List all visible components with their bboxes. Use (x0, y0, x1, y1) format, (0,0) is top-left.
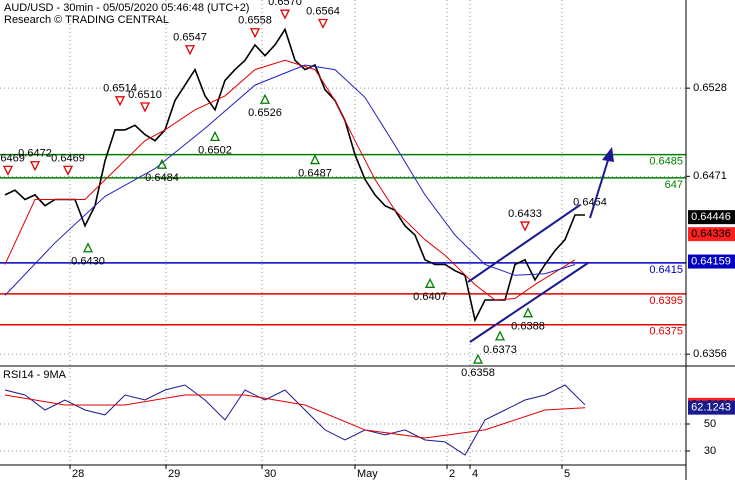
last-value-box (688, 254, 735, 269)
x-tick-label: 29 (168, 468, 180, 480)
low-label: 0.6502 (198, 144, 232, 156)
last-value-box (688, 227, 735, 242)
low-label: 0.6484 (145, 172, 179, 184)
indicator-line (4, 59, 576, 301)
low-label: 0.6388 (511, 321, 545, 333)
last-value-box (688, 210, 735, 225)
x-tick-label: 30 (264, 468, 276, 480)
high-label: 0.6472 (18, 148, 52, 160)
high-marker (184, 45, 196, 56)
last-value-label: 0.64336 (691, 228, 731, 240)
price-line (4, 384, 586, 456)
high-marker (114, 96, 126, 107)
arrow-head (602, 147, 614, 162)
target-arrow (589, 156, 610, 219)
low-marker (309, 154, 321, 165)
level-label: 0.6375 (649, 326, 683, 338)
low-label: 0.6526 (248, 107, 282, 119)
high-label: 0.6547 (173, 32, 207, 44)
channel-upper (467, 204, 581, 283)
high-label: 0.6433 (508, 208, 542, 220)
level-label: 0.6395 (649, 295, 683, 307)
low-label: 0.6487 (298, 167, 332, 179)
chart-subtitle: Research © TRADING CENTRAL (4, 14, 169, 26)
level-label: 0.6485 (649, 156, 683, 168)
high-marker (139, 102, 151, 113)
indicator-line (4, 394, 586, 439)
price-line (4, 27, 585, 323)
high-label: 0.6558 (238, 15, 272, 27)
x-tick-label: May (357, 468, 378, 480)
low-label: 0.6407 (413, 291, 447, 303)
low-marker (472, 353, 484, 364)
high-label: 0.6469 (51, 152, 85, 164)
last-value-box (688, 400, 735, 415)
last-value-label: 0.64446 (691, 211, 731, 223)
low-label: 0.6430 (71, 256, 105, 268)
y-tick-label: 0.6356 (693, 348, 727, 360)
x-tick-label: 4 (472, 468, 478, 480)
low-marker (424, 277, 436, 288)
high-label: 0.6510 (128, 89, 162, 101)
low-label: 0.6373 (483, 344, 517, 356)
high-marker (2, 165, 14, 176)
last-value-label: 62.1243 (691, 402, 731, 414)
high-marker (249, 28, 261, 39)
high-marker (519, 221, 531, 232)
high-label: 0.6514 (103, 83, 137, 95)
x-tick-label: 2 (449, 468, 455, 480)
high-marker (29, 161, 41, 172)
low-marker (209, 130, 221, 142)
high-marker (279, 9, 291, 20)
x-tick-label: 28 (72, 468, 84, 480)
high-label: 0.6469 (0, 152, 25, 164)
high-label: 0.6564 (306, 5, 340, 17)
channel-lower (469, 262, 589, 343)
high-marker (62, 165, 74, 176)
chart-title: AUD/USD - 30min - 05/05/2020 05:46:48 (U… (4, 2, 249, 14)
low-marker (82, 242, 94, 253)
low-label: 0.6358 (461, 367, 495, 379)
high-marker (317, 18, 329, 29)
low-marker (494, 330, 506, 341)
y-tick-label: 0.6528 (693, 82, 727, 94)
y-tick-label: 50 (704, 418, 716, 430)
high-label: 0.6570 (268, 0, 302, 8)
x-tick-label: 5 (564, 468, 570, 480)
low-marker (522, 307, 534, 318)
last-value-label: 0.64159 (691, 255, 731, 267)
indicator-line (4, 64, 576, 296)
target-label: 0.6454 (573, 197, 607, 209)
low-marker (259, 93, 271, 104)
y-tick-label: 0.6471 (693, 170, 727, 182)
y-tick-label: 30 (704, 445, 716, 457)
level-label: 0.6415 (649, 264, 683, 276)
rsi-title: RSI14 - 9MA (3, 369, 67, 381)
low-marker (156, 158, 168, 169)
level-label: 647 (665, 179, 683, 191)
